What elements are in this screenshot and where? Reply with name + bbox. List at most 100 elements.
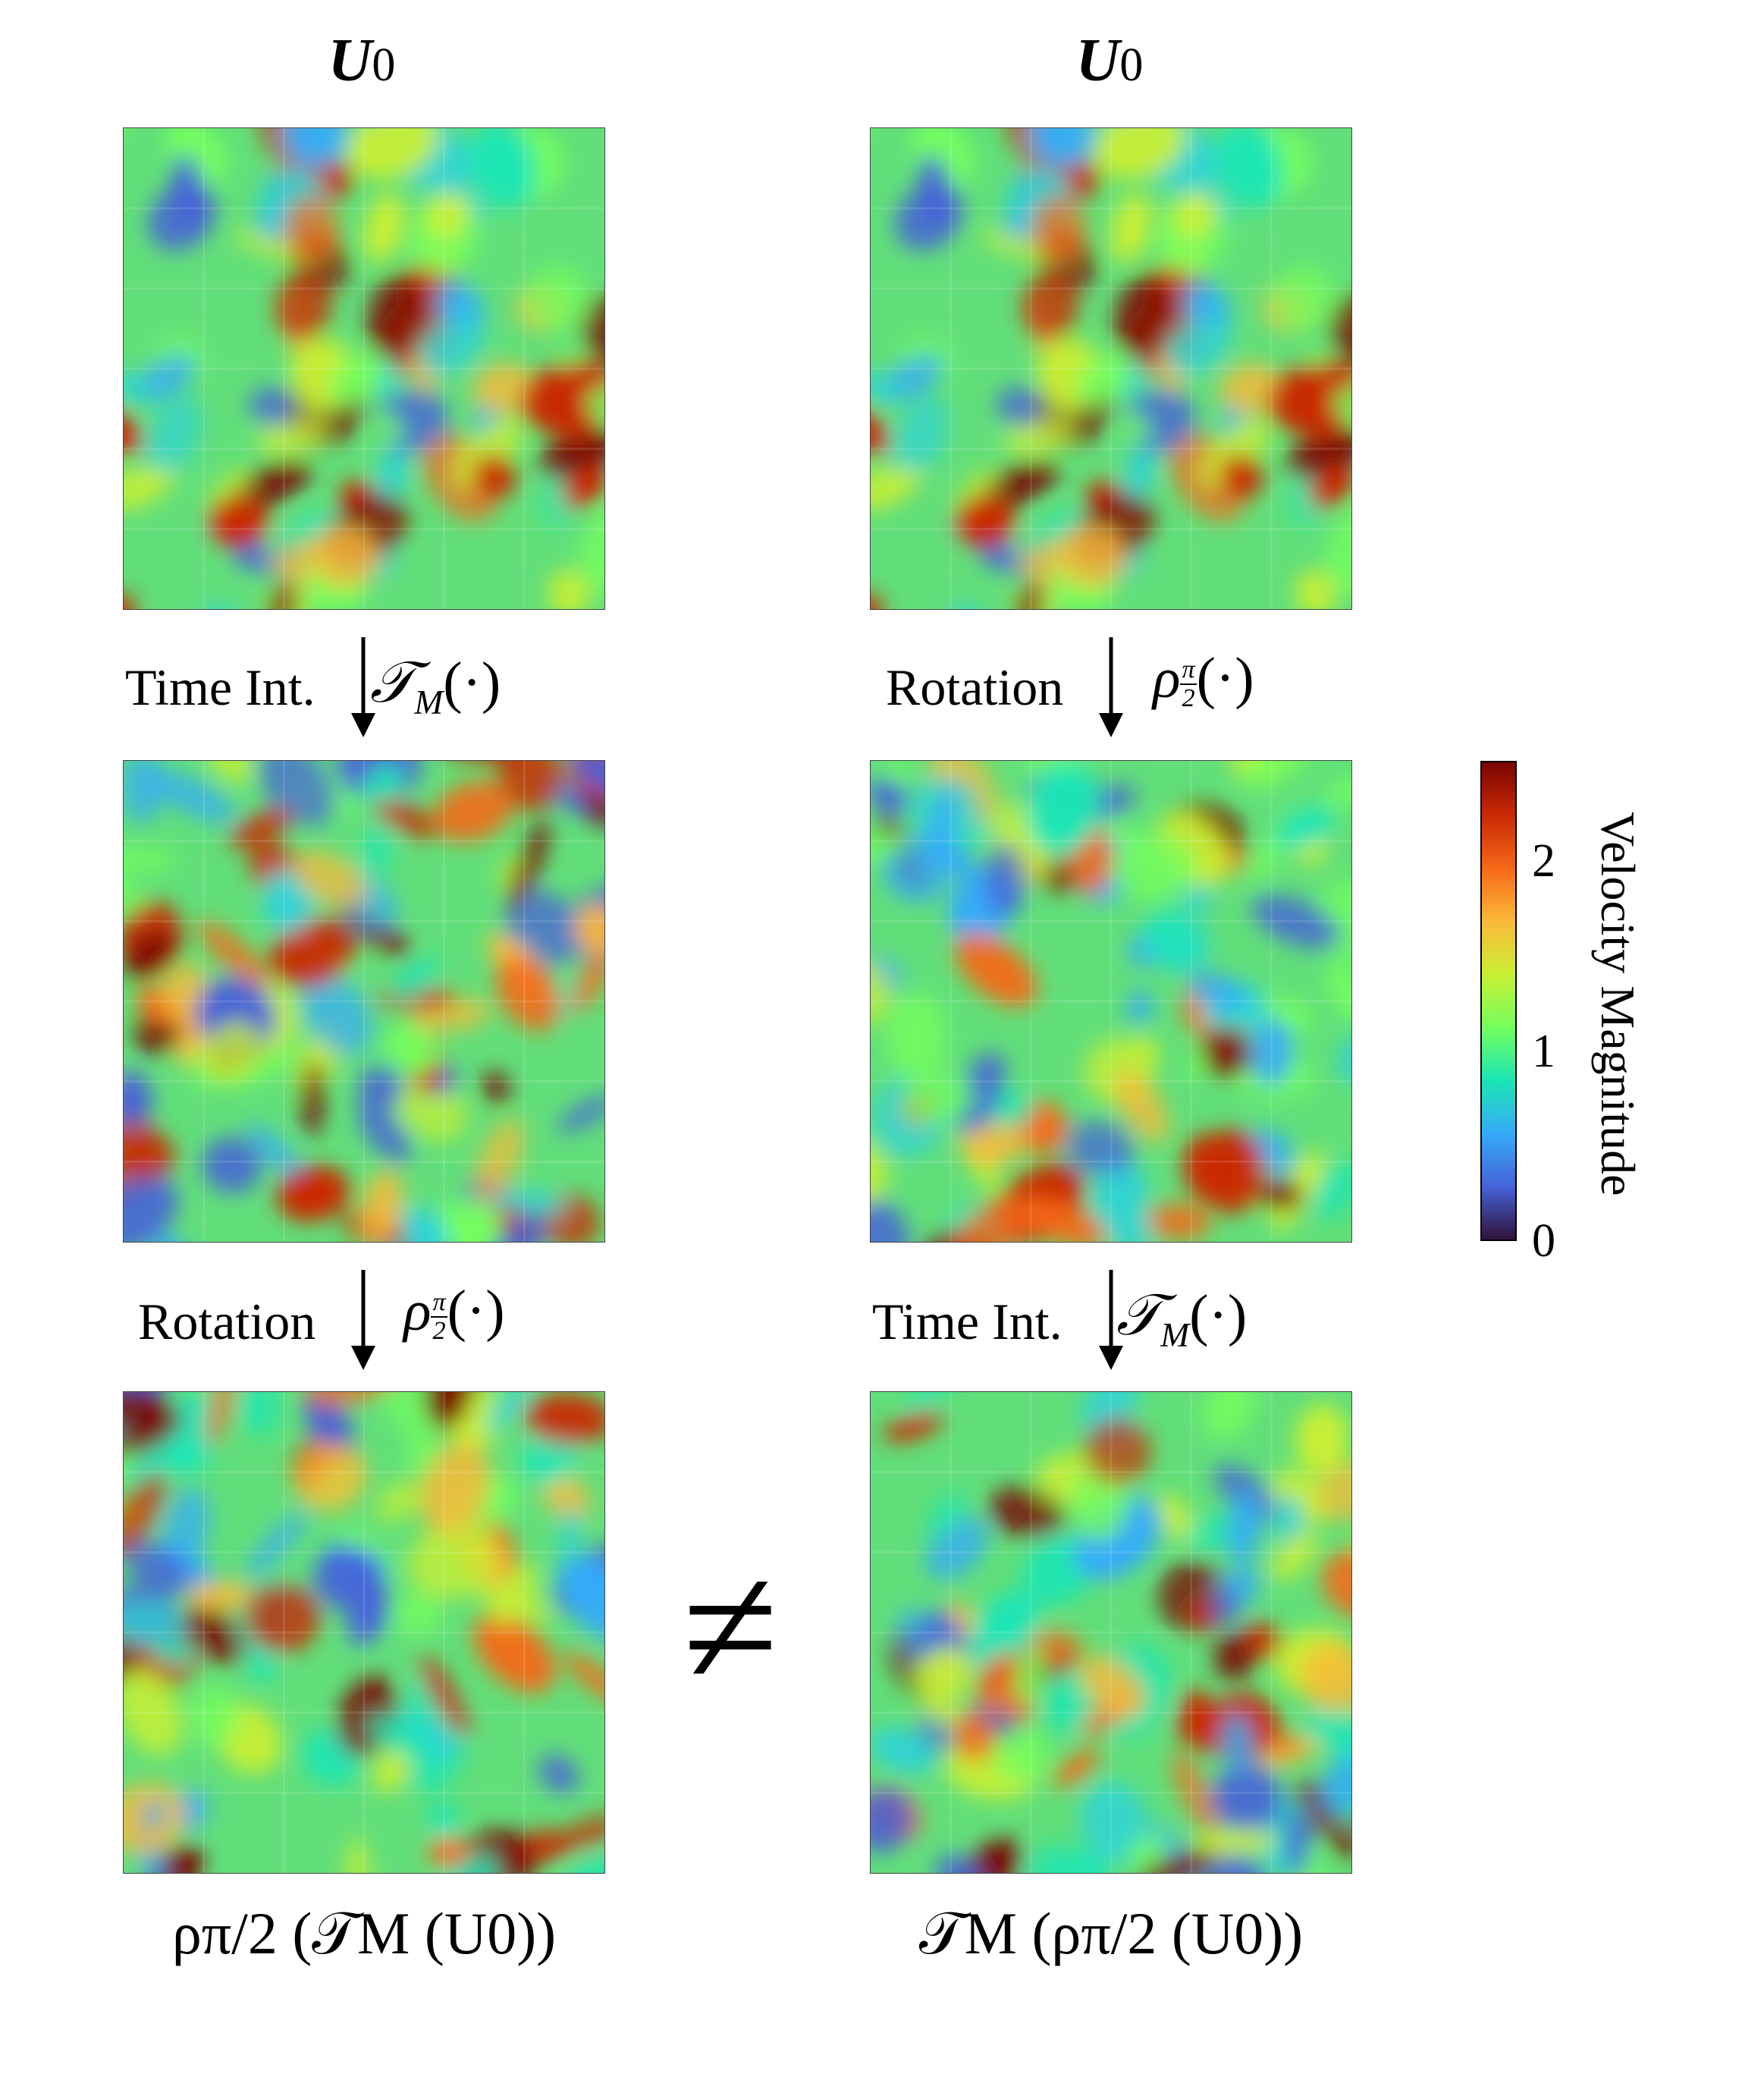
velocity-blob <box>935 1854 987 1873</box>
velocity-blob <box>1126 990 1153 1025</box>
velocity-blob <box>124 1132 177 1179</box>
step-left-top-label: Time Int. <box>125 658 315 716</box>
colorbar-tick-0: 0 <box>1532 1215 1555 1267</box>
velocity-blob <box>1249 1018 1295 1086</box>
velocity-blob <box>871 405 890 454</box>
velocity-blob <box>428 1838 472 1868</box>
velocity-blob <box>871 957 892 1027</box>
velocity-blob <box>124 1070 152 1126</box>
op-args: (·) <box>1189 1284 1248 1347</box>
op-symbol: 𝒯 <box>1116 1284 1161 1347</box>
velocity-blob <box>1219 363 1283 416</box>
velocity-blob <box>523 1829 570 1862</box>
velocity-blob <box>1298 1642 1351 1713</box>
velocity-blob <box>1332 385 1351 426</box>
panel-time-integrated <box>123 760 605 1243</box>
velocity-blob <box>545 364 604 442</box>
velocity-blob <box>1093 128 1185 179</box>
not-equal-symbol: ≠ <box>683 1530 779 1724</box>
velocity-blob <box>438 1852 499 1873</box>
velocity-blob <box>249 385 296 428</box>
panel-u0-left <box>123 127 605 610</box>
velocity-blob <box>1201 1026 1252 1079</box>
velocity-blob <box>952 1713 996 1762</box>
velocity-blob <box>313 1548 385 1612</box>
panel-time-integrated-rotated <box>870 1391 1352 1874</box>
velocity-blob <box>293 1442 368 1512</box>
velocity-blob <box>363 765 403 806</box>
op-args: (·) <box>1196 646 1254 710</box>
velocity-blob <box>1113 276 1175 360</box>
velocity-blob <box>237 1392 281 1437</box>
velocity-blob <box>525 266 589 332</box>
velocity-blob <box>124 592 136 609</box>
velocity-blob <box>1295 569 1337 609</box>
velocity-blob <box>871 1727 936 1774</box>
velocity-blob <box>556 1095 604 1133</box>
velocity-blob <box>915 1647 972 1702</box>
title-right: U0 <box>958 30 1261 91</box>
velocity-blob <box>301 973 372 1055</box>
velocity-blob <box>955 1051 1006 1135</box>
velocity-blob <box>1226 1490 1263 1566</box>
velocity-blob <box>1270 1531 1319 1580</box>
velocity-blob <box>1201 418 1270 488</box>
velocity-blob <box>1081 1655 1144 1718</box>
velocity-blob <box>871 370 899 405</box>
velocity-blob <box>1028 128 1096 168</box>
velocity-blob <box>124 1176 178 1242</box>
velocity-blob <box>960 1122 1025 1167</box>
velocity-blob <box>557 1507 582 1564</box>
title-left: U0 <box>210 30 513 91</box>
velocity-blob <box>309 525 381 589</box>
velocity-blob <box>902 1074 975 1123</box>
velocity-blob <box>206 497 269 548</box>
velocity-blob <box>417 317 485 376</box>
velocity-blob <box>585 385 604 426</box>
velocity-blob <box>871 467 912 507</box>
velocity-blob <box>583 761 604 828</box>
velocity-blob <box>376 441 410 502</box>
panel-rotated <box>870 760 1352 1243</box>
velocity-blob <box>1286 1811 1310 1873</box>
velocity-blob <box>565 1563 604 1641</box>
velocity-blob <box>871 1788 913 1853</box>
op-symbol: ρ <box>1153 646 1181 710</box>
velocity-blob <box>276 1165 350 1222</box>
velocity-blob <box>385 1025 438 1073</box>
velocity-blob <box>233 229 313 263</box>
velocity-blob <box>124 868 145 912</box>
velocity-blob <box>257 761 336 826</box>
velocity-blob <box>1012 509 1086 554</box>
velocity-blob <box>1205 1852 1266 1873</box>
title-right-subscript: 0 <box>1119 39 1144 91</box>
velocity-blob <box>883 353 943 402</box>
velocity-blob <box>580 294 604 366</box>
step-right-top-label: Rotation <box>886 658 1064 716</box>
velocity-blob <box>579 501 604 595</box>
velocity-blob <box>1295 1403 1349 1475</box>
velocity-blob <box>497 761 564 812</box>
velocity-blob <box>1317 1460 1351 1522</box>
velocity-blob <box>1016 580 1044 609</box>
velocity-blob <box>472 363 536 416</box>
velocity-blob <box>1084 1418 1151 1485</box>
velocity-blob <box>245 1582 320 1654</box>
velocity-blob <box>428 1802 459 1839</box>
velocity-blob <box>1013 1648 1047 1702</box>
velocity-blob <box>275 272 332 341</box>
velocity-blob <box>420 1441 491 1535</box>
arrow-down-icon <box>1099 1270 1123 1370</box>
velocity-blob <box>284 196 340 263</box>
velocity-blob <box>1113 1070 1169 1142</box>
velocity-blob <box>1241 761 1320 789</box>
velocity-blob <box>1146 1203 1212 1240</box>
velocity-blob <box>1053 1749 1100 1787</box>
velocity-blob <box>1275 805 1335 850</box>
velocity-blob <box>202 761 252 784</box>
velocity-blob <box>967 1588 1041 1669</box>
velocity-blob <box>489 1213 549 1242</box>
velocity-blob <box>955 933 1037 1007</box>
velocity-blob <box>573 761 604 793</box>
